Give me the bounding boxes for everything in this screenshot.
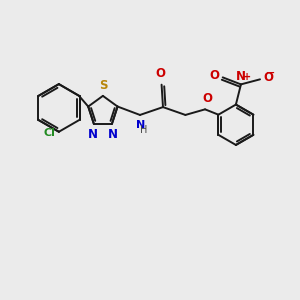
Text: H: H (140, 125, 148, 135)
Text: S: S (99, 79, 107, 92)
Text: N: N (108, 128, 118, 141)
Text: +: + (243, 71, 251, 82)
Text: O: O (156, 67, 166, 80)
Text: Cl: Cl (44, 128, 56, 138)
Text: N: N (136, 120, 145, 130)
Text: N: N (236, 70, 246, 83)
Text: N: N (87, 128, 98, 141)
Text: O: O (202, 92, 212, 105)
Text: O: O (263, 71, 273, 84)
Text: O: O (209, 70, 219, 83)
Text: −: − (266, 68, 275, 78)
